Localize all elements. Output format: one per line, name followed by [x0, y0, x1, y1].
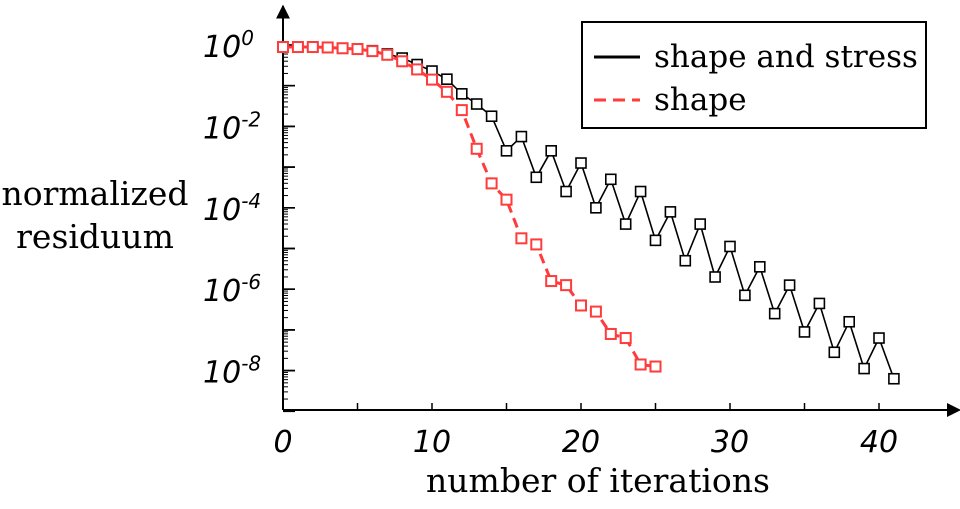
x-tick-label: 10: [413, 425, 451, 460]
series-layer: [277, 41, 900, 385]
data-point: [813, 297, 826, 310]
y-tick-label: 10-8: [203, 352, 261, 391]
data-point: [768, 307, 781, 320]
y-tick-label: 10-6: [203, 270, 261, 309]
y-tick-label: 10-2: [203, 107, 261, 146]
y-tick-labels: 100 10-2 10-4 10-6 10-8: [203, 26, 261, 391]
data-point: [485, 177, 498, 190]
data-point: [321, 41, 334, 54]
legend-label-shape-and-stress: shape and stress: [654, 39, 918, 75]
data-point: [753, 261, 766, 273]
x-tick-label: 0: [273, 425, 292, 460]
data-point: [470, 142, 483, 155]
legend-label-shape: shape: [654, 82, 747, 118]
data-point: [619, 332, 632, 345]
legend-box: [581, 21, 927, 129]
x-axis-title: number of iterations: [426, 461, 770, 500]
data-point: [396, 55, 409, 68]
data-point: [634, 185, 647, 198]
data-point: [604, 173, 617, 186]
data-point: [500, 193, 513, 206]
data-point: [604, 327, 617, 340]
data-point: [366, 45, 379, 58]
data-point: [619, 218, 632, 230]
data-point: [441, 73, 453, 85]
x-tick-labels: 0 10 20 30 40: [273, 425, 898, 460]
data-point: [783, 279, 796, 291]
data-point: [694, 218, 707, 230]
data-point: [291, 41, 304, 54]
series-shape: [277, 41, 662, 373]
legend: shape and stress shape: [581, 21, 927, 129]
data-point: [530, 171, 543, 184]
data-point: [411, 63, 424, 76]
data-point: [664, 206, 677, 218]
data-point: [798, 326, 811, 338]
data-point: [306, 41, 319, 54]
data-point: [500, 145, 513, 157]
data-point: [649, 360, 662, 373]
data-point: [679, 254, 692, 267]
data-point: [560, 185, 572, 198]
data-point: [336, 42, 349, 55]
data-point: [843, 315, 856, 328]
data-point: [828, 346, 841, 359]
data-point: [455, 88, 468, 100]
data-point: [455, 104, 468, 117]
data-point: [724, 240, 736, 253]
data-point: [440, 85, 453, 98]
data-point: [485, 110, 498, 123]
data-point: [634, 358, 647, 371]
x-tick-label: 30: [711, 425, 749, 460]
data-point: [426, 73, 438, 86]
data-point: [873, 332, 885, 344]
data-point: [470, 98, 483, 110]
data-point: [709, 271, 721, 283]
data-point: [888, 372, 900, 385]
y-tick-label: 100: [203, 26, 254, 65]
x-tick-label: 40: [860, 425, 898, 460]
data-point: [545, 145, 558, 157]
data-point: [590, 202, 602, 214]
data-point: [858, 362, 870, 375]
y-tick-label: 10-4: [203, 189, 261, 228]
data-point: [277, 41, 289, 54]
data-point: [589, 305, 602, 318]
y-axis-title-line2: residuum: [16, 217, 174, 256]
data-point: [351, 43, 364, 56]
x-tick-label: 20: [562, 425, 600, 460]
data-point: [515, 130, 528, 143]
data-point: [649, 234, 662, 247]
data-point: [530, 238, 543, 251]
data-point: [381, 48, 394, 61]
data-point: [575, 157, 587, 169]
data-point: [739, 289, 751, 302]
y-axis-title-line1: normalized: [1, 174, 188, 213]
data-point: [560, 279, 573, 292]
data-point: [575, 299, 587, 312]
data-point: [545, 275, 558, 288]
data-point: [515, 232, 528, 245]
